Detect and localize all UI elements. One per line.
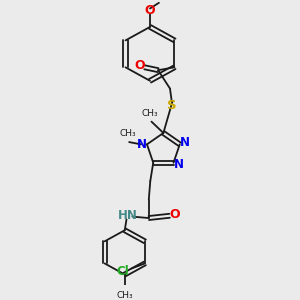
Text: N: N: [136, 138, 147, 151]
Text: CH₃: CH₃: [142, 109, 158, 118]
Text: S: S: [167, 98, 176, 112]
Text: Cl: Cl: [117, 265, 130, 278]
Text: CH₃: CH₃: [119, 129, 136, 138]
Text: O: O: [134, 59, 145, 72]
Text: O: O: [145, 4, 155, 17]
Text: HN: HN: [118, 209, 138, 222]
Text: N: N: [174, 158, 184, 171]
Text: O: O: [169, 208, 180, 221]
Text: N: N: [180, 136, 190, 149]
Text: CH₃: CH₃: [116, 291, 133, 300]
